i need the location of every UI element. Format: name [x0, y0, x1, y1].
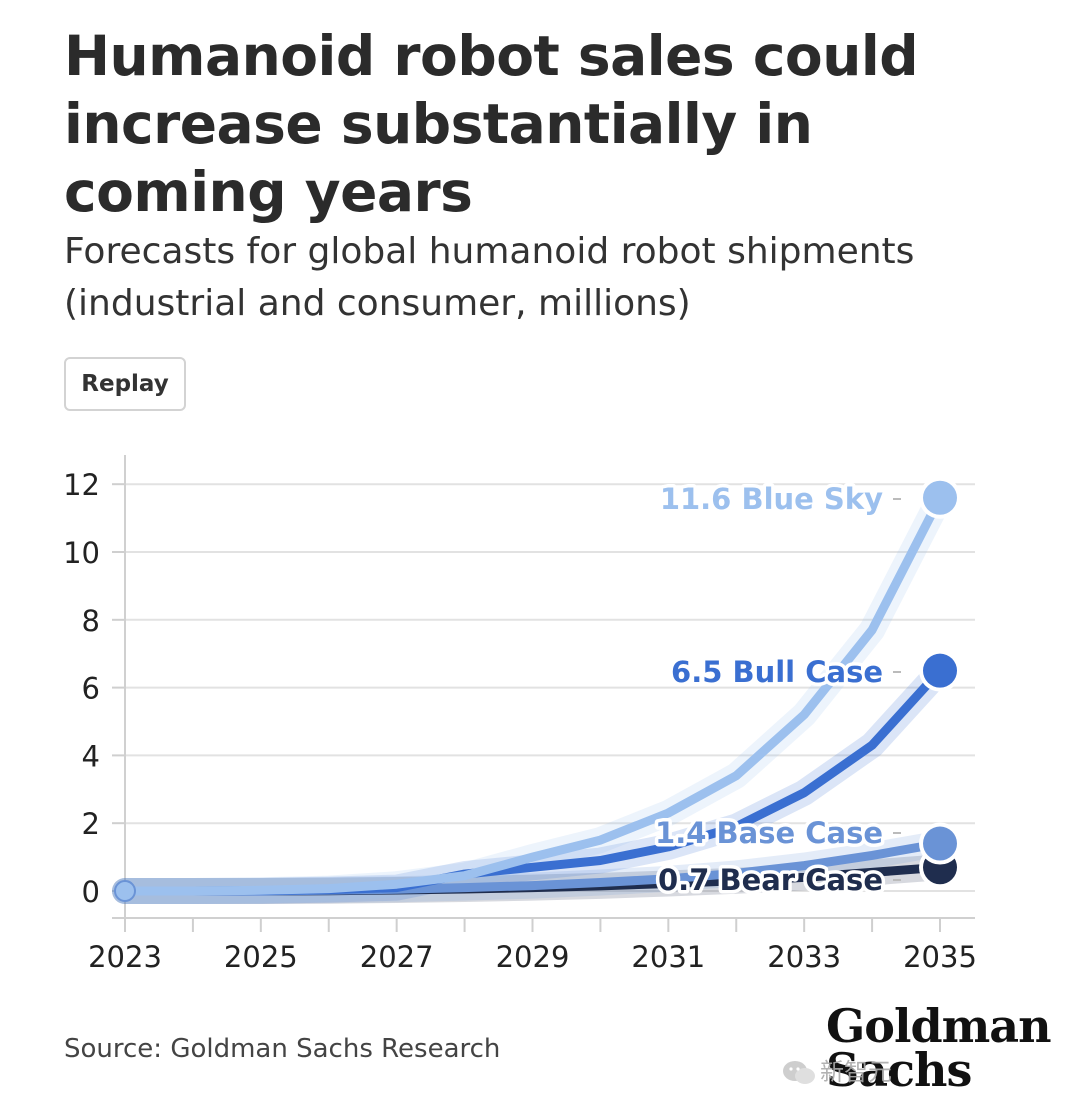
end-marker-2 — [923, 653, 957, 688]
y-tick-label-12: 12 — [63, 468, 100, 502]
series-lines — [112, 484, 953, 904]
grid-lines — [126, 483, 975, 892]
logo-line-2: Sachs — [826, 1043, 972, 1097]
start-marker — [114, 880, 136, 902]
y-tick-label-0: 0 — [82, 875, 100, 909]
x-tick-label-2023: 2023 — [88, 940, 162, 974]
wechat-watermark: 新智元 — [782, 1052, 892, 1087]
end-label-2: 6.5 Bull Case — [671, 655, 883, 689]
goldman-sachs-logo: Goldman Sachs — [826, 999, 1052, 1097]
x-tick-label-2035: 2035 — [903, 940, 977, 974]
logo-line-1: Goldman — [826, 999, 1052, 1053]
watermark-text: 新智元 — [820, 1058, 892, 1086]
x-tick-label-2025: 2025 — [224, 940, 298, 974]
wechat-icon — [783, 1061, 815, 1084]
y-tick-label-8: 8 — [82, 604, 100, 638]
end-label-0: 0.7 Bear Case — [658, 863, 883, 897]
series-line-3 — [120, 493, 945, 896]
y-tick-label-2: 2 — [82, 807, 100, 841]
x-tick-label-2031: 2031 — [631, 940, 705, 974]
x-tick-label-2027: 2027 — [360, 940, 434, 974]
x-tick-label-2029: 2029 — [496, 940, 570, 974]
y-tick-label-4: 4 — [82, 739, 100, 773]
series-labels: 0.7 Bear Case 1.4 Base Case 6.5 Bull Case 1… — [652, 476, 961, 901]
chart-title: Humanoid robot sales could increase subs… — [64, 24, 919, 224]
source-note: Source: Goldman Sachs Research — [64, 1034, 501, 1064]
axes: 0 2 4 6 8 10 12 2023 2025 2027 2029 2031 2033 2035 — [63, 455, 977, 974]
end-marker-1 — [923, 826, 957, 861]
chart-subtitle: Forecasts for global humanoid robot ship… — [64, 231, 915, 324]
replay-button[interactable]: Replay — [64, 357, 186, 411]
end-label-1: 1.4 Base Case — [655, 816, 883, 850]
end-marker-3 — [923, 480, 957, 515]
x-tick-label-2033: 2033 — [767, 940, 841, 974]
end-label-3: 11.6 Blue Sky — [660, 482, 883, 516]
y-tick-label-6: 6 — [82, 672, 100, 706]
y-tick-label-10: 10 — [63, 536, 100, 570]
line-chart: 0 2 4 6 8 10 12 2023 2025 2027 2029 2031 2033 2035 0.… — [63, 455, 977, 974]
